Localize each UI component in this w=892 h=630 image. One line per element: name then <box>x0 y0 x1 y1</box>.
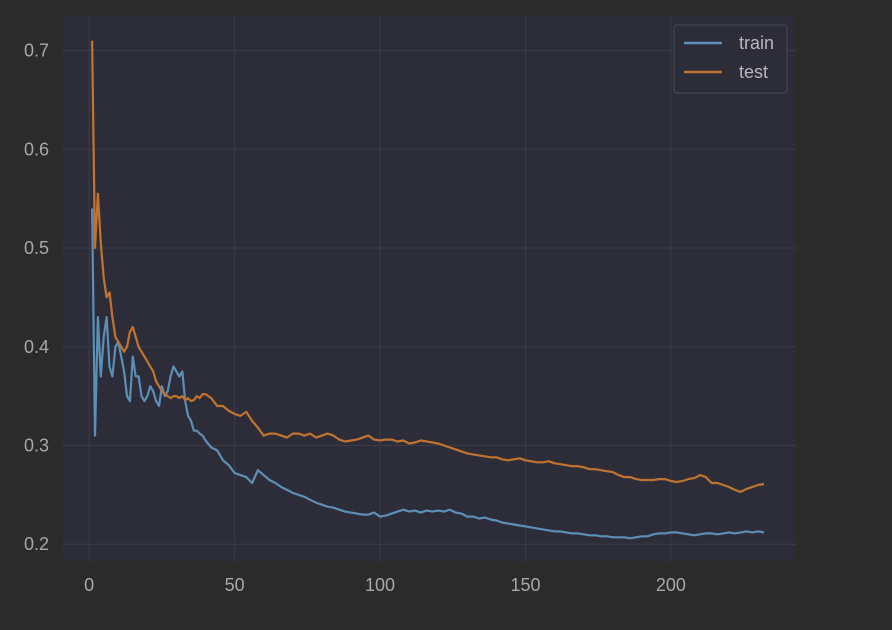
y-tick-label: 0.5 <box>24 238 49 258</box>
x-tick-label: 100 <box>365 575 395 595</box>
x-tick-label: 150 <box>510 575 540 595</box>
series-line-test <box>91 40 765 493</box>
plot-area <box>63 16 796 561</box>
legend-label-test: test <box>739 62 768 82</box>
x-tick-label: 200 <box>656 575 686 595</box>
y-tick-label: 0.4 <box>24 337 49 357</box>
y-tick-label: 0.7 <box>24 41 49 61</box>
series-lines <box>91 40 765 540</box>
series-line-train <box>91 208 765 540</box>
x-tick-label: 0 <box>84 575 94 595</box>
legend: train test <box>673 24 788 94</box>
tick-labels: 0 50 100 150 200 0.2 0.3 0.4 0.5 0.6 0.7 <box>24 41 686 595</box>
y-tick-label: 0.3 <box>24 435 49 455</box>
y-tick-label: 0.6 <box>24 139 49 159</box>
y-tick-label: 0.2 <box>24 534 49 554</box>
grid-lines <box>63 16 796 561</box>
x-tick-label: 50 <box>225 575 245 595</box>
legend-label-train: train <box>739 33 774 53</box>
